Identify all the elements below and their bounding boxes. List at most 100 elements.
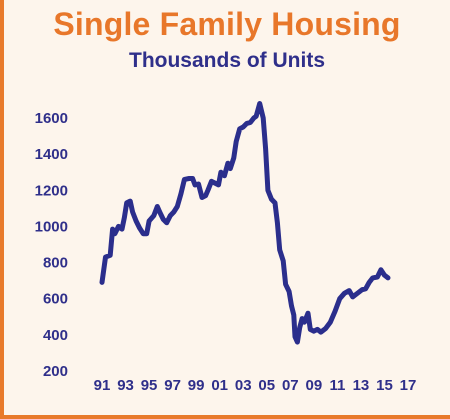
data-point (231, 155, 236, 160)
data-point (289, 303, 294, 308)
data-point (187, 176, 192, 181)
data-point (218, 170, 223, 175)
data-point (275, 220, 280, 225)
chart-subtitle: Thousands of Units (129, 49, 325, 72)
data-point (190, 176, 195, 181)
data-point (323, 326, 328, 331)
data-point (141, 231, 146, 236)
data-point (318, 330, 323, 335)
data-point (265, 188, 270, 193)
data-point (122, 215, 127, 220)
data-point (203, 193, 208, 198)
data-point (134, 219, 139, 223)
data-point (120, 227, 124, 232)
data-point (273, 200, 277, 205)
data-point (216, 182, 221, 187)
data-point (363, 286, 368, 291)
y-tick-label: 600 (43, 291, 68, 308)
x-tick-label: 05 (258, 377, 275, 394)
data-point (277, 247, 282, 252)
data-point (103, 255, 108, 260)
data-point (300, 316, 305, 321)
data-point (367, 280, 372, 285)
data-point (333, 309, 337, 314)
y-tick-label: 400 (43, 327, 68, 344)
data-point (151, 213, 156, 218)
data-point (360, 287, 365, 292)
data-point (155, 204, 160, 209)
data-point (254, 114, 259, 119)
data-point (350, 294, 355, 299)
data-point (164, 220, 169, 225)
x-tick-label: 01 (211, 377, 228, 394)
data-point (261, 116, 266, 120)
x-tick-label: 11 (329, 377, 345, 394)
x-axis-ticks: 91 93 95 97 99 01 03 05 07 09 11 13 15 17 (94, 377, 417, 394)
data-point (248, 120, 253, 125)
data-point (168, 213, 173, 218)
data-point (342, 291, 347, 296)
y-tick-label: 200 (43, 363, 68, 380)
data-point (100, 280, 104, 285)
data-point (295, 340, 300, 345)
data-point (306, 311, 310, 316)
data-point (283, 282, 288, 287)
chart-title: Single Family Housing (53, 6, 401, 42)
data-point (297, 325, 302, 330)
x-tick-label: 17 (400, 377, 417, 394)
data-point (196, 182, 201, 186)
y-tick-label: 1600 (35, 110, 68, 127)
x-tick-label: 09 (306, 377, 323, 394)
data-point (263, 146, 268, 151)
data-point (241, 125, 246, 129)
data-point (293, 334, 297, 339)
data-point (237, 126, 242, 131)
data-point (161, 217, 166, 222)
data-point (182, 177, 187, 182)
data-point (110, 227, 115, 232)
data-point (128, 199, 133, 204)
x-tick-label: 99 (188, 377, 205, 394)
x-tick-label: 91 (94, 377, 111, 394)
data-point (193, 182, 197, 187)
y-tick-label: 1400 (35, 146, 68, 163)
x-tick-label: 95 (141, 377, 158, 394)
data-point (375, 275, 380, 279)
line-chart: 1600 1400 1200 1000 800 600 400 200 91 93 95 97 99 0… (35, 101, 417, 394)
data-point (257, 101, 262, 106)
data-point (108, 253, 113, 258)
data-point (311, 329, 316, 334)
data-point (269, 197, 274, 202)
data-point (328, 320, 333, 325)
data-point (175, 204, 180, 209)
data-point (244, 121, 249, 126)
data-point (178, 191, 183, 196)
data-point (209, 179, 214, 184)
series-line (99, 101, 391, 345)
data-point (370, 275, 375, 280)
x-tick-label: 97 (164, 377, 181, 394)
data-point (171, 210, 176, 214)
data-point (157, 210, 162, 214)
data-point (124, 200, 129, 205)
series-layer (99, 101, 391, 345)
data-point (137, 226, 142, 231)
data-point (287, 289, 292, 294)
data-point (315, 327, 320, 332)
x-tick-label: 07 (282, 377, 299, 394)
data-point (144, 231, 149, 236)
data-point (200, 195, 204, 200)
data-point (382, 273, 387, 278)
data-point (347, 288, 352, 293)
data-point (225, 161, 230, 166)
data-point (302, 320, 307, 325)
x-tick-label: 93 (117, 377, 134, 394)
data-point (213, 181, 217, 186)
data-point (291, 313, 296, 317)
data-point (147, 219, 152, 223)
y-tick-label: 1000 (35, 218, 68, 235)
data-point (308, 327, 313, 332)
data-point (378, 267, 383, 272)
data-point (337, 296, 342, 301)
